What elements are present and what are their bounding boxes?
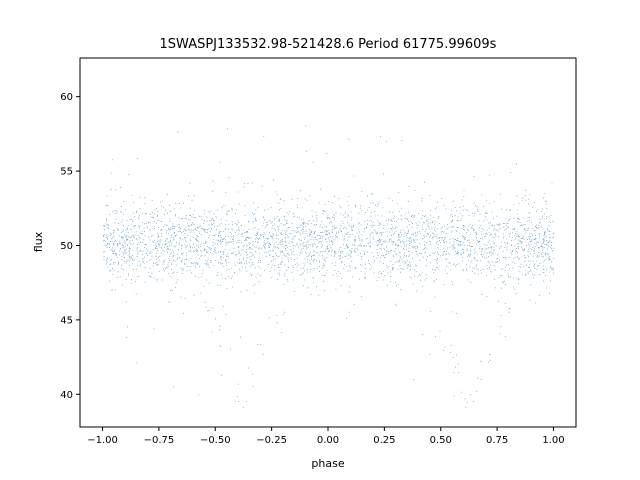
x-tick-label: −0.50 [200,435,231,446]
x-tick-label: 0.00 [317,435,339,446]
x-tick-label: 0.50 [430,435,452,446]
x-axis-label: phase [311,457,344,470]
y-axis-label: flux [32,231,45,252]
x-tick-label: −0.25 [256,435,287,446]
x-tick-label: 0.25 [373,435,395,446]
x-tick-label: 1.00 [542,435,564,446]
y-axis: 40 45 50 55 60 [60,92,80,401]
y-tick-label: 55 [60,167,73,178]
scatter-points [103,125,555,408]
y-tick-label: 45 [60,315,73,326]
y-tick-label: 40 [60,390,73,401]
data-point [103,125,555,408]
x-tick-label: −1.00 [87,435,118,446]
y-tick-label: 60 [60,92,73,103]
chart-title: 1SWASPJ133532.98-521428.6 Period 61775.9… [160,37,497,52]
y-tick-label: 50 [60,241,73,252]
x-tick-label: 0.75 [486,435,508,446]
x-tick-label: −0.75 [144,435,175,446]
x-axis: −1.00 −0.75 −0.50 −0.25 0.00 0.25 0.50 0.75 1.00 [87,427,565,446]
